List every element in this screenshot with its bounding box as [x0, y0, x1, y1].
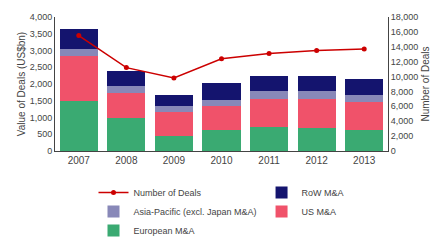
- svg-text:1,500: 1,500: [30, 96, 53, 106]
- svg-text:2010: 2010: [210, 155, 233, 166]
- svg-text:Number of Deals: Number of Deals: [134, 188, 202, 198]
- svg-text:4,000: 4,000: [30, 12, 53, 22]
- svg-text:2013: 2013: [353, 155, 376, 166]
- svg-text:10,000: 10,000: [391, 72, 419, 82]
- svg-text:12,000: 12,000: [391, 57, 419, 67]
- svg-text:0: 0: [391, 146, 396, 156]
- svg-text:2009: 2009: [163, 155, 186, 166]
- svg-text:Asia-Pacific (excl. Japan M&A): Asia-Pacific (excl. Japan M&A): [134, 207, 257, 217]
- svg-text:0: 0: [47, 146, 52, 156]
- svg-text:1,000: 1,000: [30, 113, 53, 123]
- svg-text:US M&A: US M&A: [302, 207, 337, 217]
- svg-text:14,000: 14,000: [391, 42, 419, 52]
- svg-text:2007: 2007: [68, 155, 91, 166]
- svg-text:3,000: 3,000: [30, 46, 53, 56]
- svg-text:2012: 2012: [306, 155, 329, 166]
- svg-text:2,000: 2,000: [30, 79, 53, 89]
- svg-text:European M&A: European M&A: [134, 226, 195, 236]
- svg-text:2011: 2011: [258, 155, 280, 166]
- svg-text:Number of Deals: Number of Deals: [420, 46, 431, 121]
- svg-text:16,000: 16,000: [391, 27, 419, 37]
- svg-text:500: 500: [37, 129, 52, 139]
- svg-text:2,500: 2,500: [30, 62, 53, 72]
- svg-text:3,500: 3,500: [30, 29, 53, 39]
- svg-text:Value of Deals (US$bn): Value of Deals (US$bn): [16, 32, 27, 136]
- svg-text:4,000: 4,000: [391, 116, 414, 126]
- svg-text:2,000: 2,000: [391, 131, 414, 141]
- svg-text:8,000: 8,000: [391, 87, 414, 97]
- svg-text:2008: 2008: [115, 155, 138, 166]
- svg-text:18,000: 18,000: [391, 12, 419, 22]
- svg-text:6,000: 6,000: [391, 101, 414, 111]
- svg-text:RoW M&A: RoW M&A: [302, 188, 344, 198]
